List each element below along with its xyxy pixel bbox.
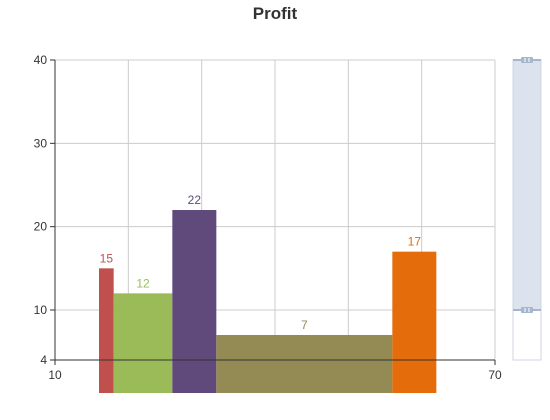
bar (172, 210, 217, 393)
bar-data-label: 17 (408, 235, 422, 249)
bar-data-label: 12 (136, 276, 150, 290)
zoom-slider-handle[interactable] (521, 57, 533, 63)
y-tick-label: 30 (34, 136, 48, 150)
y-tick-label: 20 (34, 220, 48, 234)
bar-data-label: 7 (301, 318, 308, 332)
zoom-slider-window[interactable] (512, 59, 542, 311)
chart-title: Profit (252, 4, 298, 23)
zoom-slider-handle[interactable] (521, 307, 533, 313)
bars (99, 210, 437, 393)
bar (113, 293, 173, 393)
bar-data-label: 22 (188, 193, 202, 207)
x-tick-label: 70 (488, 368, 502, 382)
bar-data-label: 15 (100, 251, 114, 265)
y-tick-label: 10 (34, 303, 48, 317)
bar-labels: 15 12 22 7 17 (100, 193, 422, 332)
bar (216, 335, 393, 393)
x-tick-label: 10 (48, 368, 62, 382)
y-tick-label: 4 (40, 353, 47, 367)
y-tick-label: 40 (34, 53, 48, 67)
bar (99, 268, 114, 393)
zoom-slider[interactable] (512, 57, 542, 361)
bar (392, 251, 437, 393)
